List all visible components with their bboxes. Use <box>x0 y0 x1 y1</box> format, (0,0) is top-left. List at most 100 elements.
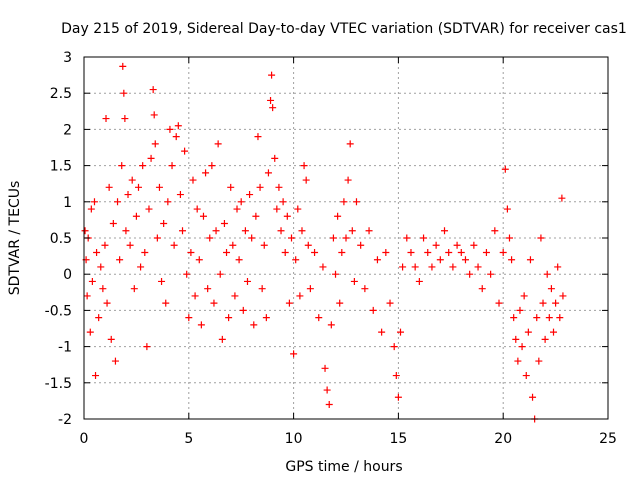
data-point <box>340 198 348 206</box>
data-point <box>411 263 419 271</box>
data-point <box>285 299 293 307</box>
data-point <box>101 241 109 249</box>
data-point <box>114 198 122 206</box>
data-point <box>503 205 511 213</box>
data-point <box>535 357 543 365</box>
data-point <box>514 357 522 365</box>
data-point <box>150 111 158 119</box>
data-point <box>390 343 398 351</box>
data-point <box>248 234 256 242</box>
data-point <box>218 335 226 343</box>
data-point <box>155 183 163 191</box>
data-point <box>556 314 564 322</box>
chart-title: Day 215 of 2019, Sidereal Day-to-day VTE… <box>61 21 627 37</box>
data-point <box>158 277 166 285</box>
data-point <box>197 321 205 329</box>
data-point <box>189 176 197 184</box>
data-point <box>210 299 218 307</box>
data-point <box>176 191 184 199</box>
y-tick-label: -1 <box>58 340 72 356</box>
data-point <box>396 328 404 336</box>
data-point <box>334 212 342 220</box>
data-point <box>378 328 386 336</box>
data-point <box>121 115 129 123</box>
data-point <box>164 198 172 206</box>
data-point <box>558 194 566 202</box>
data-point <box>88 277 96 285</box>
y-tick-label: 1.5 <box>50 159 72 175</box>
data-point <box>191 292 199 300</box>
data-point <box>174 122 182 130</box>
data-point <box>143 343 151 351</box>
data-point <box>208 162 216 170</box>
data-point <box>275 183 283 191</box>
data-point <box>267 96 275 104</box>
data-point <box>147 154 155 162</box>
data-point <box>160 220 168 228</box>
data-point <box>327 321 335 329</box>
data-point <box>264 169 272 177</box>
data-point <box>350 277 358 285</box>
data-point <box>298 227 306 235</box>
data-point <box>453 241 461 249</box>
data-point <box>151 140 159 148</box>
data-point <box>482 248 490 256</box>
data-points <box>81 62 567 423</box>
data-point <box>336 299 344 307</box>
data-point <box>325 401 333 409</box>
data-point <box>399 263 407 271</box>
data-point <box>116 256 124 264</box>
data-point <box>99 285 107 293</box>
data-point <box>365 227 373 235</box>
data-point <box>185 314 193 322</box>
data-point <box>162 299 170 307</box>
data-point <box>541 335 549 343</box>
data-point <box>268 71 276 79</box>
data-point <box>292 256 300 264</box>
data-point <box>166 125 174 133</box>
data-point <box>487 270 495 278</box>
data-point <box>306 285 314 293</box>
x-axis-label: GPS time / hours <box>285 459 402 475</box>
data-point <box>216 270 224 278</box>
data-point <box>130 285 138 293</box>
data-point <box>137 263 145 271</box>
data-point <box>128 176 136 184</box>
data-point <box>141 248 149 256</box>
data-point <box>81 227 89 235</box>
y-tick-label: -1.5 <box>45 376 72 392</box>
data-point <box>554 263 562 271</box>
axis-ticks: 0 5 10 15 20 25 -2 -1.5 -1 -0.5 0 0.5 1 1.5 2 2.5 3 <box>45 50 617 447</box>
data-point <box>348 227 356 235</box>
data-point <box>172 133 180 141</box>
data-point <box>250 321 258 329</box>
data-point <box>441 227 449 235</box>
data-point <box>466 270 474 278</box>
data-point <box>149 86 157 94</box>
data-point <box>332 270 340 278</box>
data-point <box>495 299 503 307</box>
data-point <box>206 234 214 242</box>
data-point <box>424 248 432 256</box>
data-point <box>436 256 444 264</box>
data-point <box>470 241 478 249</box>
data-point <box>107 335 115 343</box>
y-tick-label: 1 <box>63 195 72 211</box>
data-point <box>361 285 369 293</box>
data-point <box>86 328 94 336</box>
data-point <box>522 372 530 380</box>
data-point <box>526 256 534 264</box>
data-point <box>518 343 526 351</box>
data-point <box>92 372 100 380</box>
x-tick-label: 20 <box>494 431 512 447</box>
data-point <box>352 198 360 206</box>
data-point <box>170 241 178 249</box>
data-point <box>346 140 354 148</box>
data-point <box>260 241 268 249</box>
data-point <box>237 198 245 206</box>
data-point <box>457 248 465 256</box>
data-point <box>119 62 127 70</box>
data-point <box>243 277 251 285</box>
data-point <box>124 191 132 199</box>
